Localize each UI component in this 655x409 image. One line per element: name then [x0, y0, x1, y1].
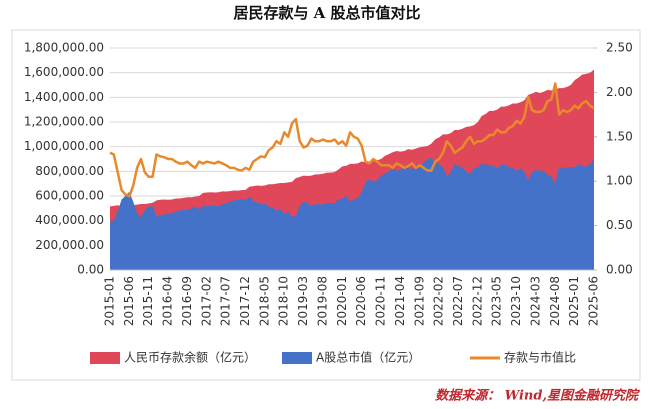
y-tick-label: 1,000,000.00 — [24, 139, 104, 153]
x-tick-label: 2016-09 — [180, 276, 194, 326]
x-tick-label: 2017-02 — [199, 276, 213, 326]
x-tick-label: 2023-10 — [509, 276, 523, 326]
y2-tick-label: 1.00 — [606, 174, 633, 188]
y-tick-label: 800,000.00 — [35, 164, 104, 178]
legend-swatch — [90, 352, 120, 364]
x-tick-label: 2018-05 — [257, 276, 271, 326]
x-tick-label: 2017-07 — [219, 276, 233, 326]
x-tick-label: 2020-11 — [374, 276, 388, 326]
chart-title: 居民存款与 A 股总市值对比 — [233, 4, 420, 22]
x-tick-label: 2017-12 — [238, 276, 252, 326]
x-tick-label: 2024-03 — [528, 276, 542, 326]
source-note: 数据来源： Wind,星图金融研究院 — [435, 388, 641, 404]
x-tick-label: 2022-07 — [451, 276, 465, 326]
y-tick-label: 1,400,000.00 — [24, 90, 104, 104]
y-tick-label: 1,200,000.00 — [24, 115, 104, 129]
y2-tick-label: 2.50 — [606, 41, 633, 55]
x-tick-label: 2015-01 — [103, 276, 117, 326]
line — [109, 82, 595, 198]
x-tick-label: 2015-11 — [141, 276, 155, 326]
x-tick-label: 2021-09 — [412, 276, 426, 326]
y2-tick-label: 2.00 — [606, 85, 633, 99]
legend-label: 人民币存款余额（亿元） — [124, 350, 256, 365]
x-tick-label: 2022-02 — [432, 276, 446, 326]
x-tick-label: 2025-06 — [587, 276, 601, 326]
x-tick-label: 2015-06 — [122, 276, 136, 326]
x-tick-label: 2019-03 — [296, 276, 310, 326]
x-tick-label: 2019-08 — [315, 276, 329, 326]
area — [110, 157, 594, 270]
x-tick-label: 2020-06 — [354, 276, 368, 326]
x-tick-label: 2018-10 — [277, 276, 291, 326]
y-tick-label: 600,000.00 — [35, 189, 104, 203]
y2-tick-label: 0.50 — [606, 218, 633, 232]
legend-label: 存款与市值比 — [504, 350, 576, 365]
legend-swatch — [282, 352, 312, 364]
y-tick-label: 400,000.00 — [35, 213, 104, 227]
y-tick-label: 200,000.00 — [35, 238, 104, 252]
x-tick-label: 2025-01 — [567, 276, 581, 326]
legend-label: A股总市值（亿元） — [316, 350, 420, 365]
x-tick-label: 2023-05 — [490, 276, 504, 326]
x-tick-label: 2024-08 — [548, 276, 562, 326]
y-tick-label: 1,600,000.00 — [24, 65, 104, 79]
y2-tick-label: 0.00 — [606, 263, 633, 277]
y2-tick-label: 1.50 — [606, 129, 633, 143]
x-tick-label: 2016-04 — [161, 276, 175, 326]
y-tick-label: 0.00 — [77, 263, 104, 277]
y-tick-label: 1,800,000.00 — [24, 41, 104, 55]
x-tick-label: 2022-12 — [470, 276, 484, 326]
x-tick-label: 2021-04 — [393, 276, 407, 326]
chart-frame — [11, 29, 641, 381]
x-tick-label: 2020-01 — [335, 276, 349, 326]
